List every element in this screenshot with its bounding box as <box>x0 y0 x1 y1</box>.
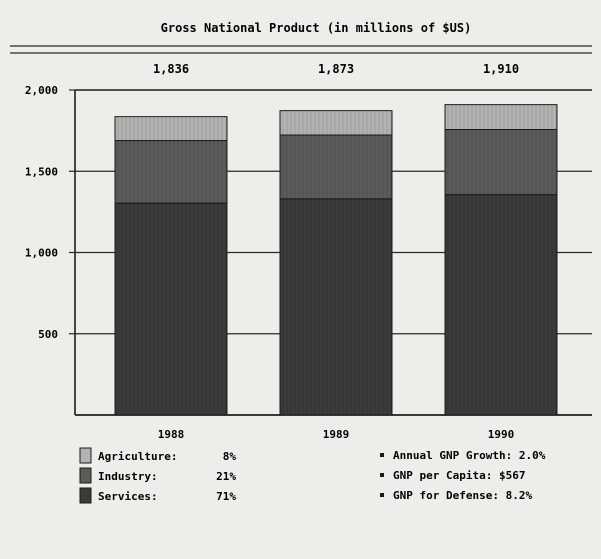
bar-total-label: 1,836 <box>153 62 189 76</box>
legend-percent: 8% <box>223 450 237 463</box>
y-tick-label: 2,000 <box>25 84 58 97</box>
bar-services-1989 <box>279 198 393 416</box>
x-category-label: 1988 <box>158 428 185 441</box>
legend-label: Services: <box>98 490 158 503</box>
legend-percent: 21% <box>216 470 236 483</box>
stat-text: GNP per Capita: $567 <box>393 469 525 482</box>
bar-agriculture-1989 <box>279 110 393 136</box>
legend-swatch <box>79 447 92 464</box>
bar-agriculture-1990 <box>444 104 558 130</box>
x-category-label: 1989 <box>323 428 350 441</box>
stat-text: GNP for Defense: 8.2% <box>393 489 532 502</box>
stat-bullet <box>380 453 384 457</box>
legend-swatch <box>79 467 92 484</box>
bar-agriculture-1988 <box>114 116 228 142</box>
legend: Agriculture: 8% Industry: 21% Services: 71% An… <box>79 447 546 504</box>
x-category-label: 1990 <box>488 428 515 441</box>
legend-swatch <box>79 487 92 504</box>
legend-label: Industry: <box>98 470 158 483</box>
bar-industry-1989 <box>279 134 393 200</box>
bar-total-label: 1,873 <box>318 62 354 76</box>
bar-total-label: 1,910 <box>483 62 519 76</box>
y-tick-label: 500 <box>38 328 58 341</box>
legend-percent: 71% <box>216 490 236 503</box>
bar-industry-1990 <box>444 128 558 196</box>
bar-services-1988 <box>114 202 228 416</box>
labels: 500 1,000 1,500 2,000 1,836 1988 1,873 1989 1,91… <box>25 62 519 441</box>
legend-label: Agriculture: <box>98 450 177 463</box>
bars <box>114 104 558 416</box>
stat-bullet <box>380 473 384 477</box>
chart-title: Gross National Product (in millions of $… <box>161 21 472 35</box>
stat-text: Annual GNP Growth: 2.0% <box>393 449 546 462</box>
stat-bullet <box>380 493 384 497</box>
y-tick-label: 1,000 <box>25 247 58 260</box>
bar-services-1990 <box>444 194 558 416</box>
y-tick-label: 1,500 <box>25 165 58 178</box>
